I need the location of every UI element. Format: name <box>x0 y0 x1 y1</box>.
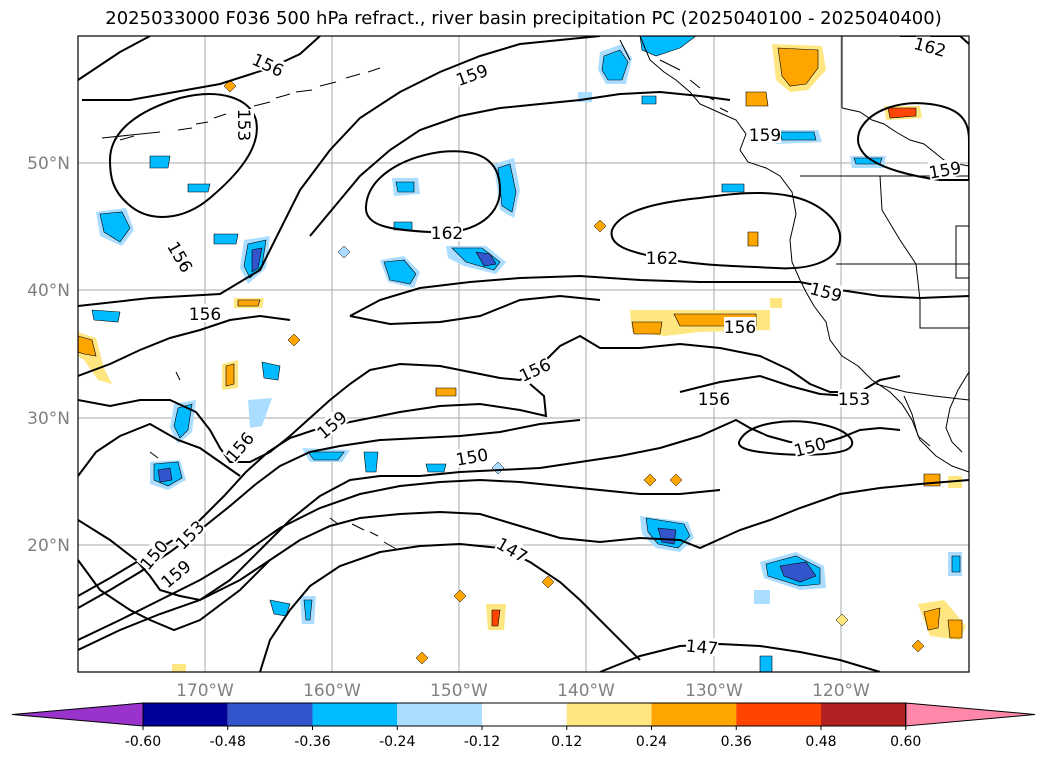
colorbar-tick-label: -0.24 <box>379 734 415 750</box>
contour-label: 156 <box>698 390 730 410</box>
contour-label: 162 <box>431 224 463 244</box>
contour-label: 156 <box>724 318 756 338</box>
contour-label-bg <box>157 556 194 591</box>
lon-label-120w: 120°W <box>812 681 870 701</box>
contour-label-bg <box>724 317 756 335</box>
contour-label-bg <box>808 278 845 304</box>
colorbar-swatch <box>227 703 313 726</box>
lon-label-130w: 130°W <box>685 681 743 701</box>
coastlines <box>101 36 969 551</box>
colorbar-tick-label: 0.36 <box>721 734 752 750</box>
colorbar-frame <box>142 702 907 727</box>
colorbar-tick-label: 0.48 <box>805 734 836 750</box>
lat-label-30n: 30°N <box>27 409 70 429</box>
contour-label: 156 <box>189 305 221 325</box>
colorbar-swatch <box>482 703 567 726</box>
lat-label-20n: 20°N <box>27 536 70 556</box>
lon-label-150w: 150°W <box>430 681 488 701</box>
contour-label-bg <box>171 516 207 552</box>
contour-label-bg <box>791 433 828 459</box>
colorbar-extend-high <box>905 702 1036 727</box>
colorbar-swatch <box>566 703 652 726</box>
contour-label-bg <box>453 60 490 88</box>
colorbar-swatch <box>312 703 398 726</box>
map-title: 2025033000 F036 500 hPa refract., river … <box>105 8 942 29</box>
colorbar-tick-label: -0.36 <box>294 734 330 750</box>
colorbar-tick-label: -0.48 <box>210 734 246 750</box>
contour-label-bg <box>646 248 678 266</box>
contour-label-bg <box>494 533 531 565</box>
precip-patches <box>78 36 966 672</box>
contour-label-bg <box>454 444 490 468</box>
contour-label-bg <box>912 36 949 59</box>
contour-label: 153 <box>838 390 870 410</box>
colorbar-tick-label: 0.24 <box>636 734 667 750</box>
lat-label-50n: 50°N <box>27 154 70 174</box>
map-panel: 1561531591621591591621621561561591561561… <box>78 36 969 672</box>
lon-label-140w: 140°W <box>557 681 615 701</box>
lat-label-40n: 40°N <box>27 281 70 301</box>
contour-label-bg <box>431 223 463 241</box>
colorbar-swatch <box>397 703 482 726</box>
contour-label-bg <box>685 635 719 657</box>
contour-label-bg <box>236 109 254 141</box>
contour-label-bg <box>313 407 350 442</box>
contour-label: 153 <box>233 109 253 141</box>
colorbar-swatch <box>821 703 906 726</box>
contour-label: 159 <box>749 126 781 146</box>
contour-label-bg <box>838 389 870 407</box>
contour-label-bg <box>136 536 171 573</box>
latitude-labels: 50°N 40°N 30°N 20°N <box>27 154 70 556</box>
contour-label-bg <box>927 157 963 181</box>
colorbar-tick-label: -0.12 <box>464 734 500 750</box>
colorbar-swatch <box>651 703 737 726</box>
contour-label-bg <box>165 238 197 275</box>
contour-label-bg <box>516 354 553 385</box>
colorbar-tick-label: 0.60 <box>890 734 921 750</box>
contour-label-bg <box>189 304 221 322</box>
colorbar-swatch <box>736 703 821 726</box>
contour-label-bg <box>749 125 781 143</box>
contour-label-bg <box>250 49 287 80</box>
colorbar-swatch <box>143 703 228 726</box>
contour-label-bg <box>698 389 730 407</box>
lon-label-160w: 160°W <box>303 681 361 701</box>
lon-label-170w: 170°W <box>176 681 234 701</box>
colorbar: -0.60 -0.48 -0.36 -0.24 -0.12 0.12 0.24 0.36 0.4… <box>11 702 1036 750</box>
gridlines <box>78 36 969 672</box>
colorbar-tick-label: 0.12 <box>551 734 582 750</box>
contour-label: 147 <box>685 637 719 660</box>
contour-label-bg <box>222 428 257 465</box>
longitude-labels: 170°W 160°W 150°W 140°W 130°W 120°W <box>176 681 870 701</box>
colorbar-tick-label: -0.60 <box>125 734 161 750</box>
contour-label: 162 <box>646 249 678 269</box>
colorbar-extend-low <box>11 702 144 727</box>
map-frame <box>77 35 970 673</box>
